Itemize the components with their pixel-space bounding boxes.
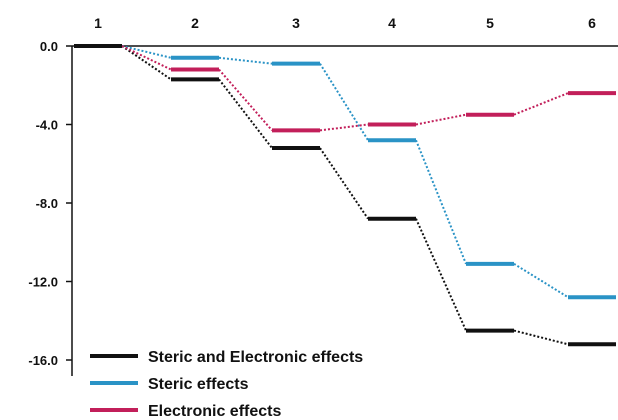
connector-series-3 <box>415 113 467 126</box>
connector-series-1 <box>415 218 467 331</box>
connector-series-3 <box>121 45 172 71</box>
category-label: 4 <box>388 15 396 31</box>
category-label: 5 <box>486 15 494 31</box>
connector-series-1 <box>513 329 569 346</box>
connector-series-1 <box>319 147 369 220</box>
category-label: 1 <box>94 15 102 31</box>
legend-label: Steric effects <box>148 376 249 393</box>
connector-series-1 <box>121 45 172 81</box>
legend-label: Steric and Electronic effects <box>148 349 363 366</box>
category-labels: 1 2 3 4 5 6 <box>94 15 596 31</box>
chart-axes <box>71 45 618 376</box>
connector-series-2 <box>415 139 467 265</box>
y-tick-label: -12.0 <box>28 275 58 290</box>
connector-series-2 <box>319 63 369 141</box>
category-label: 6 <box>588 15 596 31</box>
y-tick-label: -4.0 <box>36 118 58 133</box>
category-label: 3 <box>292 15 300 31</box>
connector-series-2 <box>121 45 172 59</box>
connector-lines <box>121 45 569 346</box>
connector-series-2 <box>513 262 569 299</box>
legend: Steric and Electronic effects Steric effe… <box>90 349 363 420</box>
y-tick-label: -16.0 <box>28 353 58 368</box>
y-tick-label: -8.0 <box>36 196 58 211</box>
y-axis-ticks: 0.0 -4.0 -8.0 -12.0 -16.0 <box>28 39 72 368</box>
connector-series-3 <box>513 92 569 116</box>
connector-series-3 <box>218 68 273 132</box>
energy-levels <box>74 44 616 347</box>
connector-series-3 <box>319 123 369 132</box>
connector-series-2 <box>218 56 273 65</box>
connector-series-1 <box>218 78 273 149</box>
legend-label: Electronic effects <box>148 403 281 420</box>
category-label: 2 <box>191 15 199 31</box>
y-tick-label: 0.0 <box>40 39 58 54</box>
